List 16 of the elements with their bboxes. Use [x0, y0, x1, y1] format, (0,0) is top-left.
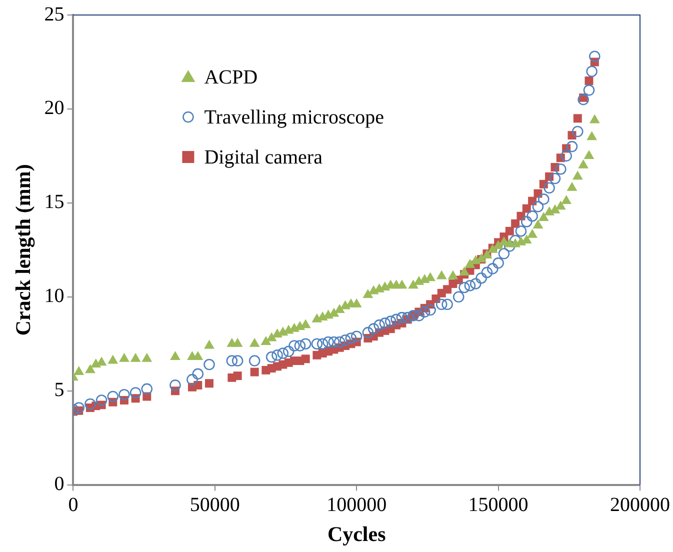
- legend-label: Travelling microscope: [204, 106, 384, 128]
- x-tick-label: 50000: [190, 494, 240, 516]
- x-tick-label: 0: [68, 494, 78, 516]
- y-tick-label: 10: [44, 285, 64, 308]
- y-tick-label: 25: [44, 3, 64, 26]
- y-tick-label: 20: [44, 97, 64, 120]
- y-tick-label: 5: [54, 379, 64, 402]
- x-tick-label: 150000: [468, 494, 528, 516]
- x-tick-label: 100000: [326, 494, 387, 516]
- x-tick-label: 200000: [610, 494, 670, 516]
- legend-label: ACPD: [204, 66, 258, 88]
- y-tick-label: 15: [44, 191, 64, 214]
- legend-label: Digital camera: [204, 146, 323, 168]
- x-axis-title: Cycles: [327, 522, 386, 546]
- y-tick-label: 0: [54, 473, 64, 496]
- y-axis-title: Crack length (mm): [11, 164, 36, 336]
